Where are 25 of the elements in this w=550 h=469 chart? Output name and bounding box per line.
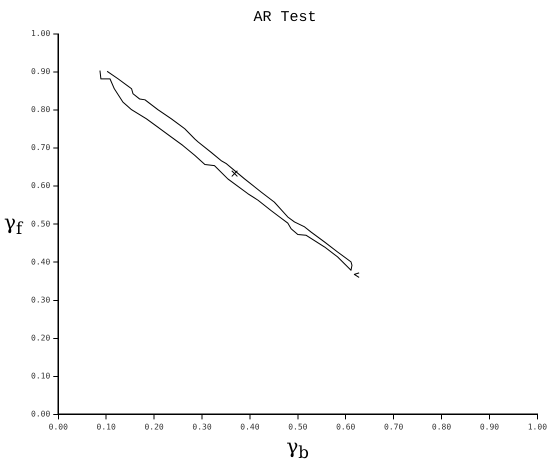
y-tick-label: 0.40 <box>31 257 50 266</box>
y-tick-label: 0.50 <box>31 219 50 228</box>
y-tick-label: 0.60 <box>31 181 50 190</box>
x-tick-label: 0.90 <box>480 422 500 432</box>
x-axis-title: γ$_{b}$ <box>286 434 309 462</box>
y-axis-title: γ$_{f}$ <box>4 210 22 238</box>
x-tick-label: 0.40 <box>240 422 260 432</box>
y-tick-label: 0.70 <box>31 143 50 152</box>
y-tick-label: 0.80 <box>31 105 50 114</box>
y-tick-label: 0.10 <box>31 371 50 380</box>
y-tick-label: 0.90 <box>31 67 50 76</box>
y-tick-label: 0.20 <box>31 333 50 342</box>
x-tick-label: 0.20 <box>144 422 164 432</box>
x-tick-label: 1.00 <box>528 422 548 432</box>
x-tick-label: 0.70 <box>384 422 404 432</box>
y-tick-label: 0.00 <box>31 409 50 418</box>
y-tick-label: 0.30 <box>31 295 50 304</box>
chart-title: AR Test <box>253 8 317 26</box>
x-tick-label: 0.10 <box>96 422 116 432</box>
x-tick-label: 0.50 <box>288 422 308 432</box>
x-tick-label: 0.80 <box>432 422 452 432</box>
x-tick-label: 0.60 <box>336 422 356 432</box>
y-tick-label: 1.00 <box>31 29 50 38</box>
x-tick-label: 0.30 <box>192 422 212 432</box>
x-tick-label: 0.00 <box>48 422 68 432</box>
